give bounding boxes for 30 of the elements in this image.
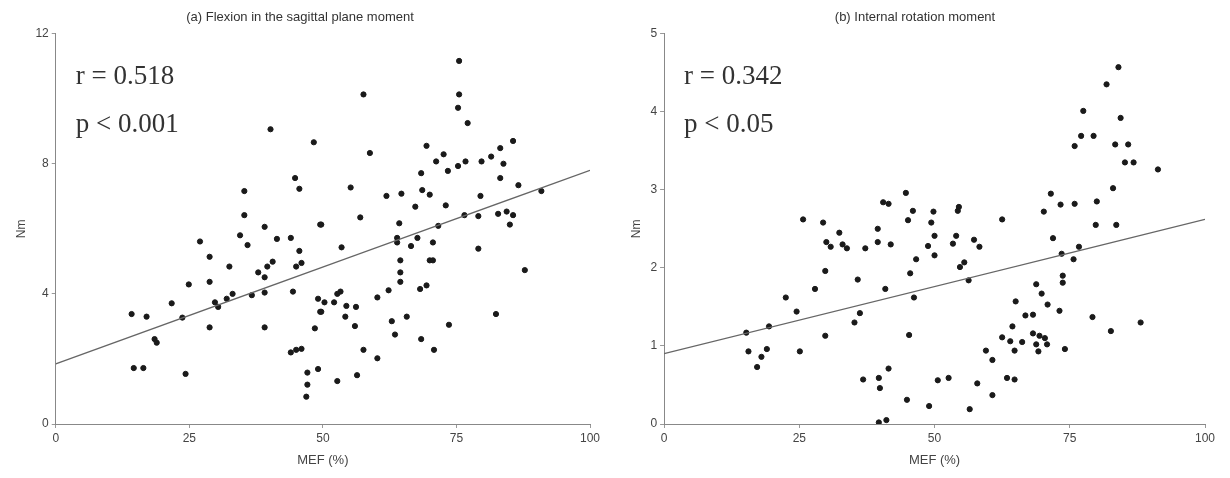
x-tick-label: 100 bbox=[1194, 430, 1216, 445]
x-axis-title: MEF (%) bbox=[297, 451, 349, 467]
y-tick-label: 2 bbox=[650, 260, 658, 275]
x-tick-label: 0 bbox=[52, 430, 60, 445]
chart-title: (b) Internal rotation moment bbox=[834, 9, 996, 25]
y-tick-label: 1 bbox=[650, 338, 658, 353]
y-axis-title: Nm bbox=[13, 219, 28, 239]
x-axis-title: MEF (%) bbox=[908, 451, 961, 467]
x-tick-label: 100 bbox=[579, 430, 601, 445]
x-tick-label: 50 bbox=[927, 430, 942, 445]
y-tick-label: 4 bbox=[42, 286, 50, 301]
x-tick-label: 25 bbox=[182, 430, 197, 445]
annotation: r = 0.342 bbox=[684, 59, 783, 90]
y-axis-title: Nm bbox=[628, 219, 643, 239]
y-tick-label: 3 bbox=[650, 182, 658, 197]
annotation: p < 0.001 bbox=[75, 107, 179, 138]
x-tick-label: 0 bbox=[660, 430, 668, 445]
y-tick-label: 8 bbox=[42, 156, 50, 171]
x-tick-label: 75 bbox=[1063, 430, 1077, 445]
y-tick-label: 0 bbox=[42, 416, 50, 431]
x-tick-label: 25 bbox=[792, 430, 807, 445]
y-tick-label: 12 bbox=[35, 25, 50, 40]
y-tick-label: 0 bbox=[650, 416, 658, 431]
annotation: r = 0.518 bbox=[75, 59, 175, 90]
y-tick-label: 4 bbox=[650, 103, 658, 118]
chart-title: (a) Flexion in the sagittal plane moment bbox=[186, 9, 415, 25]
x-tick-label: 75 bbox=[449, 430, 464, 445]
y-tick-label: 5 bbox=[650, 25, 658, 40]
x-tick-label: 50 bbox=[316, 430, 330, 445]
annotation: p < 0.05 bbox=[684, 107, 774, 138]
